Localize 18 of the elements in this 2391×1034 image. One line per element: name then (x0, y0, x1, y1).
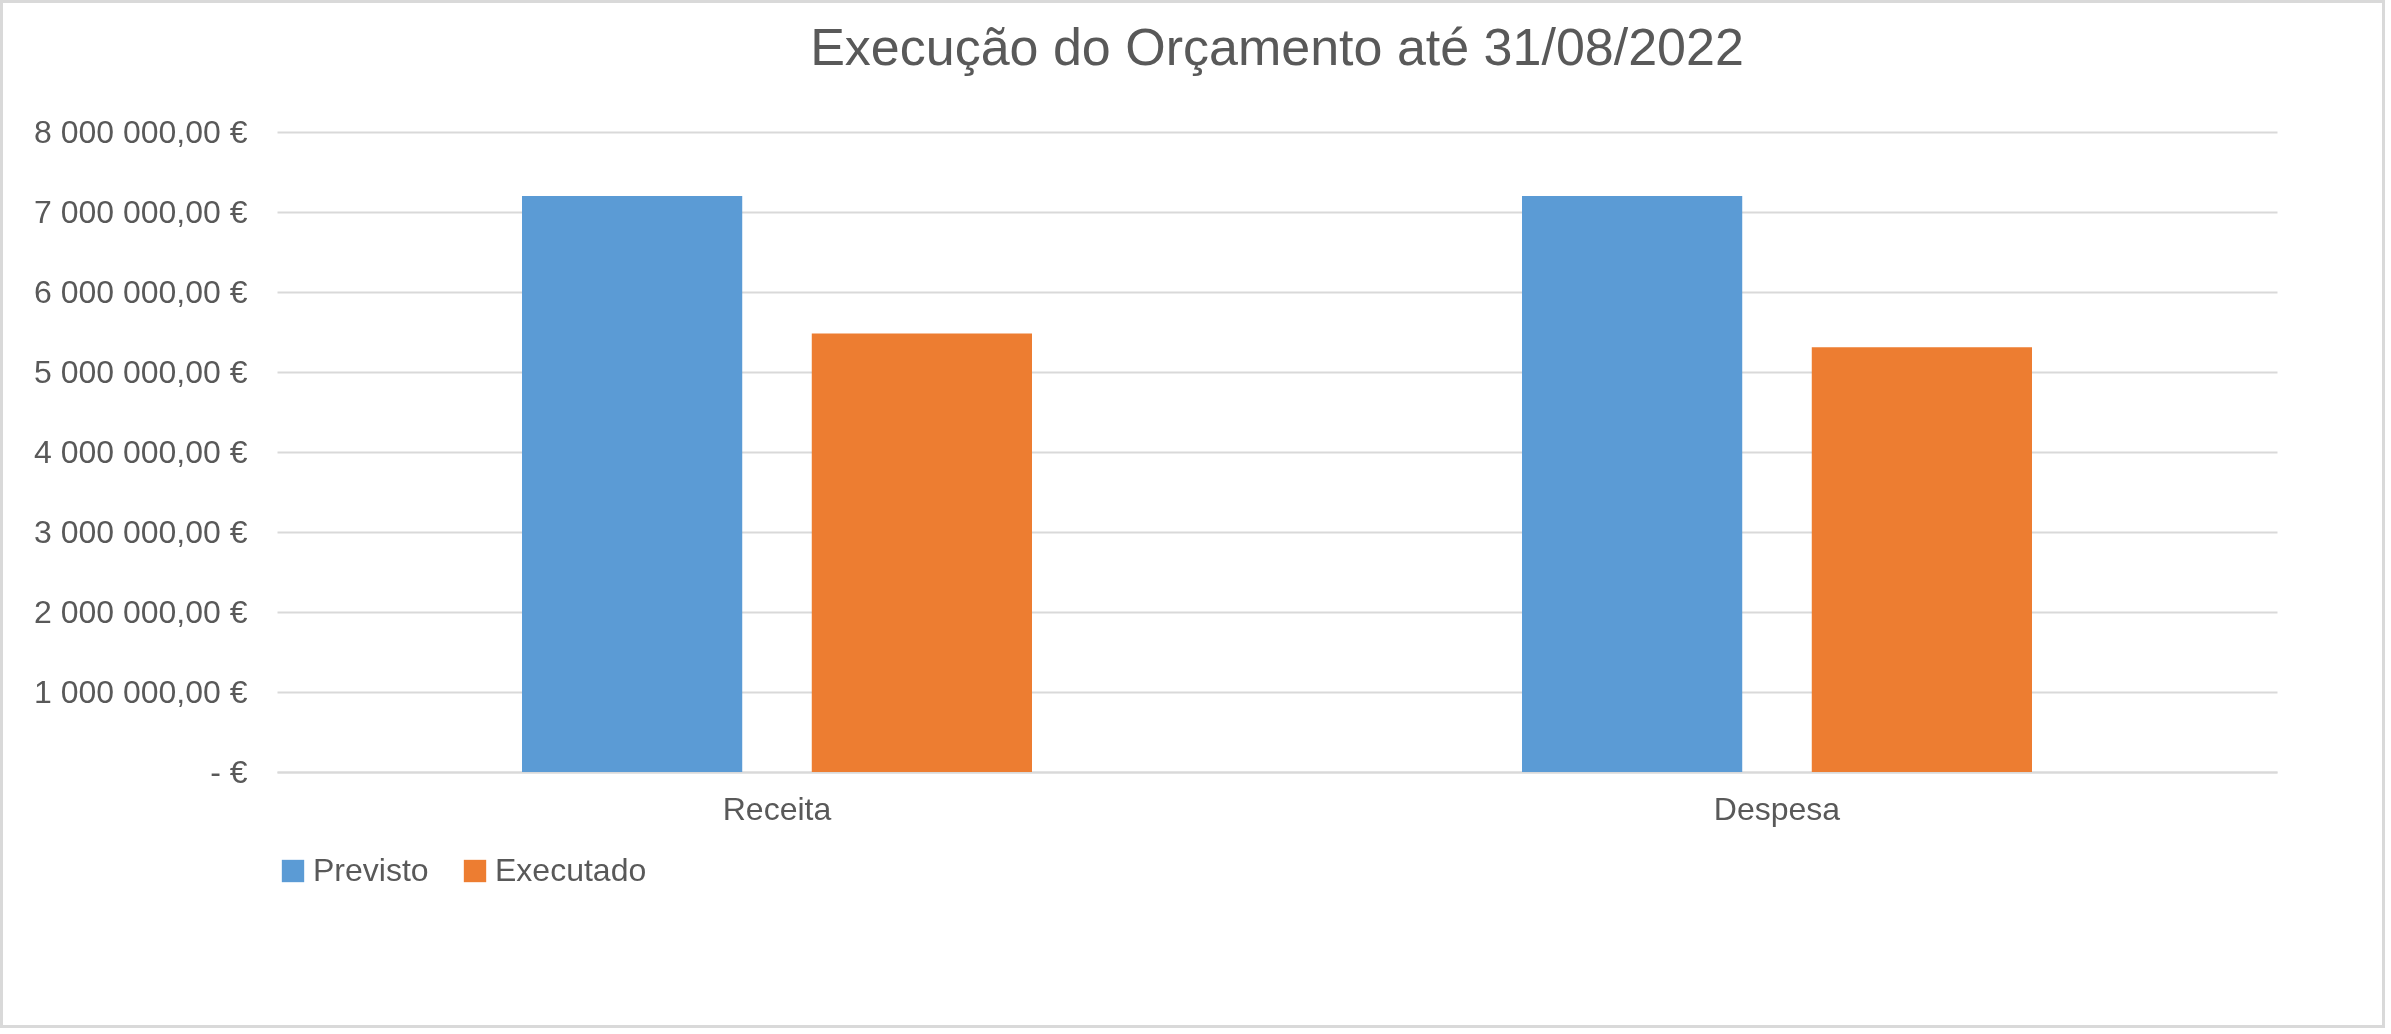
y-tick-label: 4 000 000,00 € (33, 433, 248, 470)
bar (1522, 196, 1743, 772)
bar (811, 333, 1032, 772)
y-tick-label: 8 000 000,00 € (33, 113, 248, 150)
y-tick-label: 3 000 000,00 € (33, 513, 248, 550)
y-tick-label: 7 000 000,00 € (33, 193, 248, 230)
x-tick-label: Receita (722, 790, 832, 827)
y-tick-label: - € (210, 753, 248, 790)
bar (1811, 347, 2032, 772)
chart-title: Execução do Orçamento até 31/08/2022 (810, 18, 1744, 76)
legend-label: Previsto (313, 852, 429, 888)
y-tick-label: 5 000 000,00 € (33, 353, 248, 390)
x-tick-label: Despesa (1713, 790, 1841, 827)
y-tick-label: 2 000 000,00 € (33, 593, 248, 630)
y-tick-label: 6 000 000,00 € (33, 273, 248, 310)
bar (522, 196, 743, 772)
legend-label: Executado (495, 852, 647, 888)
y-tick-label: 1 000 000,00 € (33, 673, 248, 710)
